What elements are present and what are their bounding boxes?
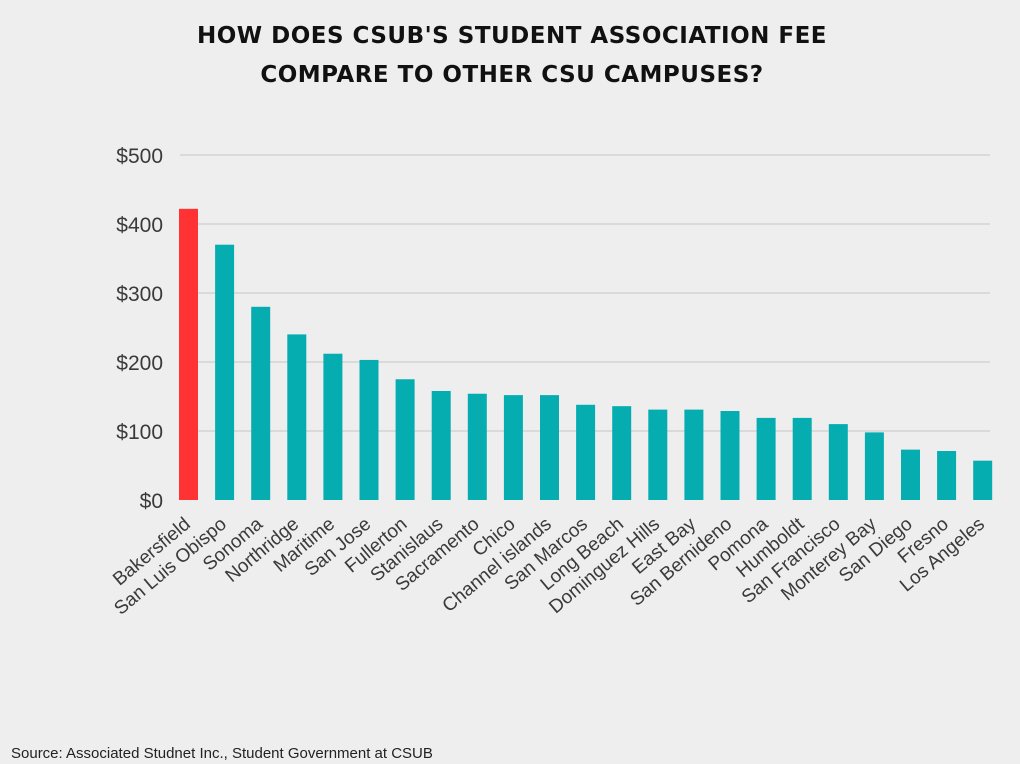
bar-northridge — [287, 334, 307, 500]
y-tick-label: $0 — [140, 490, 163, 513]
bar-east-bay — [684, 409, 704, 500]
bar-san-jose — [359, 359, 379, 500]
bar-bakersfield — [179, 208, 198, 500]
y-tick-label: $200 — [116, 352, 163, 375]
bar-sonoma — [251, 306, 271, 500]
y-gridlines — [180, 154, 990, 432]
bar-dominguez-hills — [648, 409, 668, 500]
bar-fullerton — [395, 379, 415, 500]
y-tick-label: $300 — [116, 283, 163, 306]
bar-chico — [503, 395, 523, 500]
bar-monterey-bay — [864, 432, 884, 500]
bar-long-beach — [612, 406, 632, 500]
bar-san-luis-obispo — [215, 244, 235, 500]
bar-san-francisco — [828, 424, 848, 500]
bar-sacramento — [467, 393, 487, 500]
y-tick-label: $400 — [116, 214, 163, 237]
bar-san-diego — [901, 449, 920, 500]
bar-stanislaus — [431, 390, 451, 500]
bar-fresno — [937, 451, 957, 500]
bar-humboldt — [792, 417, 812, 500]
bars — [179, 208, 993, 500]
bar-los-angeles — [973, 460, 993, 500]
y-axis-ticks: $0 $100 $200 $300 $400 $500 — [116, 145, 163, 513]
source-note: Source: Associated Studnet Inc., Student… — [11, 745, 433, 762]
bar-pomona — [756, 417, 776, 500]
bar-san-bernideno — [720, 410, 740, 500]
bar-maritime — [323, 353, 343, 500]
y-tick-label: $500 — [116, 145, 163, 168]
chart-title-line-2: COMPARE TO OTHER CSU CAMPUSES? — [260, 62, 763, 88]
bar-channel-islands — [540, 395, 559, 500]
bar-san-marcos — [576, 404, 596, 500]
y-tick-label: $100 — [116, 421, 163, 444]
chart-title-line-1: HOW DOES CSUB'S STUDENT ASSOCIATION FEE — [197, 23, 827, 49]
